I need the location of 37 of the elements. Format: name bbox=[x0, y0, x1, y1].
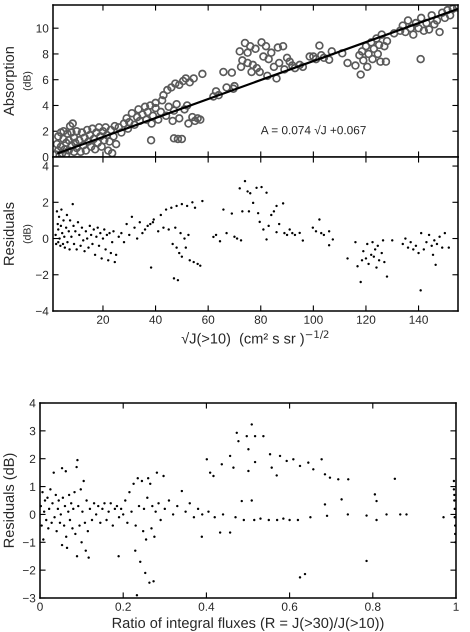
y-tick-label: −2 bbox=[36, 270, 48, 280]
y-tick-label: 8 bbox=[42, 50, 48, 58]
x-tick-label: 0.8 bbox=[365, 602, 380, 611]
x-tick-label: 0.2 bbox=[115, 602, 131, 611]
x-tick-label: 1 bbox=[454, 602, 459, 611]
y-tick-label: 0 bbox=[42, 234, 48, 243]
y-tick-label: 4 bbox=[30, 399, 36, 408]
y-tick-label: −3 bbox=[22, 594, 36, 602]
x-tick-label: 40 bbox=[149, 315, 162, 324]
y-tick-label: 2 bbox=[42, 127, 48, 136]
y-tick-label: 4 bbox=[42, 102, 48, 110]
y-axis-title: Absorption (dB) bbox=[3, 47, 33, 116]
y-tick-label: −4 bbox=[36, 307, 48, 316]
x-tick-label: 140 bbox=[410, 315, 428, 324]
y-tick-label: 10 bbox=[36, 24, 48, 33]
y-tick-label: 2 bbox=[42, 198, 48, 207]
x-tick-label: 0.4 bbox=[198, 602, 214, 611]
y-tick-label: 6 bbox=[42, 76, 48, 84]
y-tick-label: 4 bbox=[42, 162, 48, 170]
y-tick-label: 0 bbox=[42, 153, 48, 162]
y-tick-label: 3 bbox=[30, 426, 36, 436]
y-tick-label: −1 bbox=[22, 538, 36, 547]
y-tick-label: 0 bbox=[30, 510, 36, 519]
annotation: A = 0.074 √J +0.067 bbox=[260, 124, 366, 134]
y-tick-label: 2 bbox=[30, 454, 36, 463]
x-tick-label: 100 bbox=[304, 315, 323, 324]
x-axis-title: √J(>10) (cm² s sr )$^{−1/2}$ bbox=[182, 330, 328, 347]
y-axis-title: Residuals (dB) bbox=[3, 454, 17, 548]
y-axis-title: Residuals (dB) bbox=[3, 202, 33, 265]
x-tick-label: 120 bbox=[357, 315, 376, 324]
x-tick-label: 20 bbox=[96, 315, 110, 324]
x-tick-label: 60 bbox=[202, 315, 214, 324]
x-tick-label: 0.6 bbox=[282, 602, 298, 611]
y-tick-label: 1 bbox=[30, 482, 36, 491]
x-tick-label: 80 bbox=[254, 315, 267, 324]
y-tick-label: −2 bbox=[22, 566, 36, 574]
x-axis-title: Ratio of integral fluxes (R = J(>30)/J(>10)) bbox=[112, 617, 384, 631]
